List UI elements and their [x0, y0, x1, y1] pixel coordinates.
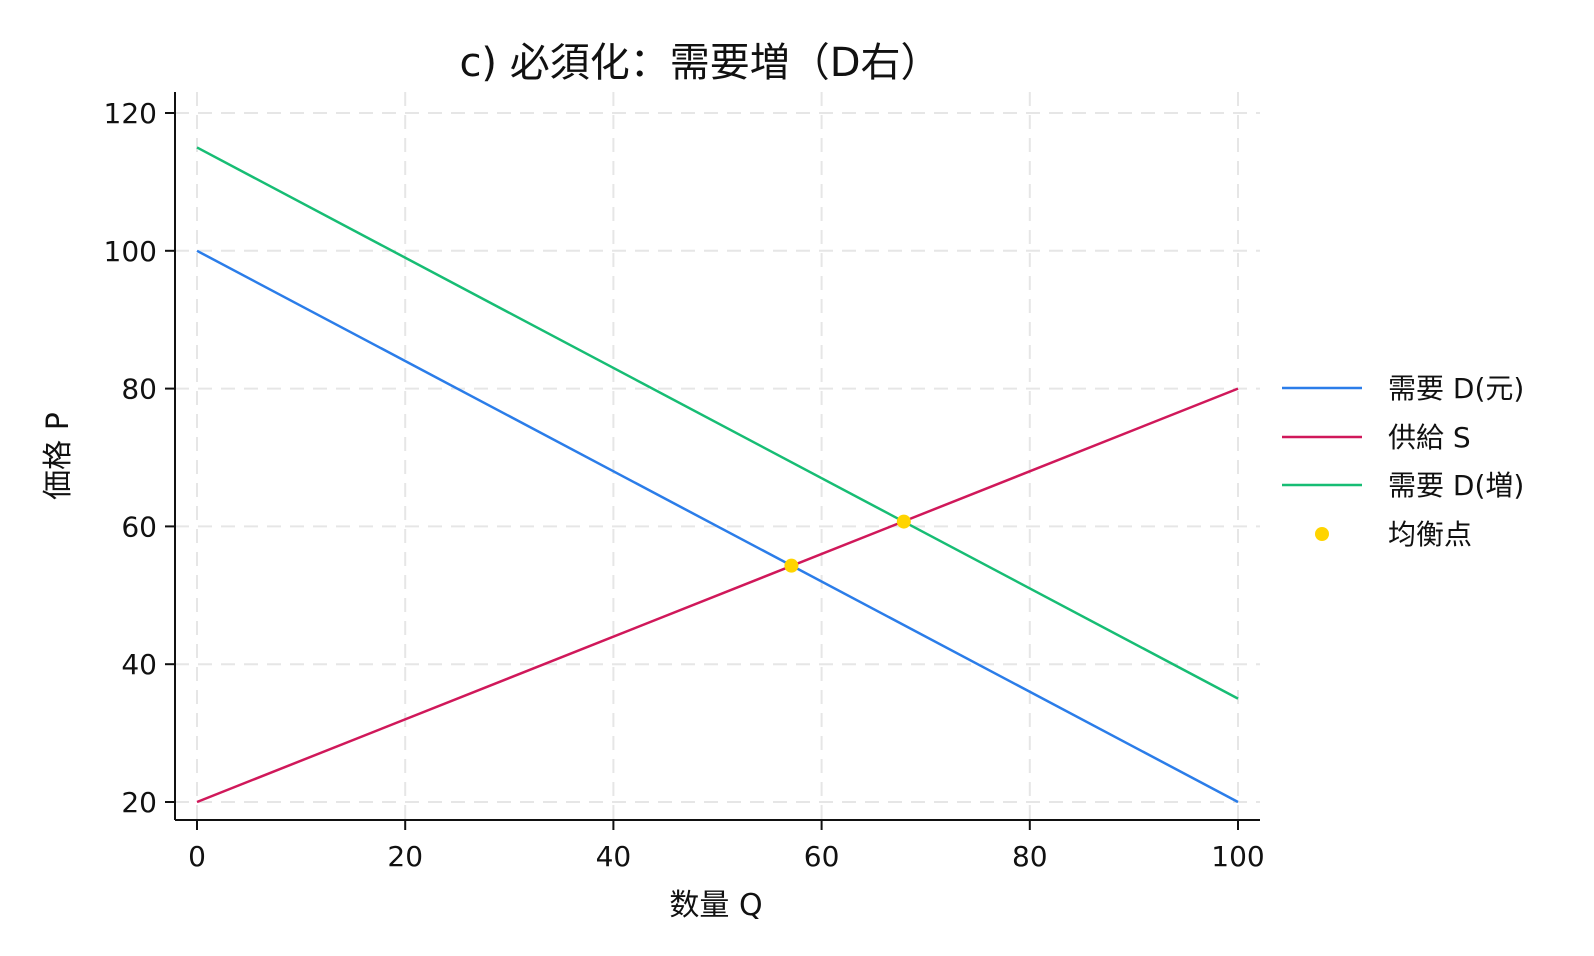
x-tick-label: 80: [1012, 840, 1048, 873]
legend-label: 供給 S: [1388, 421, 1471, 454]
legend-label: 均衡点: [1388, 518, 1472, 551]
equilibrium-point: [896, 514, 911, 529]
gridlines: [175, 92, 1260, 820]
x-axis-label: 数量 Q: [669, 888, 762, 923]
y-tick-label: 40: [121, 648, 157, 681]
x-tick-label: 60: [804, 840, 840, 873]
axes: [174, 92, 1260, 821]
legend-label: 需要 D(増): [1388, 469, 1524, 502]
y-axis-label: 価格 P: [41, 412, 76, 500]
legend: 需要 D(元) 供給 S 需要 D(増) 均衡点: [1282, 372, 1524, 551]
ticks: 0 20 40 60 80 100 20 40 60 80 100 120: [104, 97, 1265, 873]
legend-swatch: [1315, 527, 1329, 541]
y-tick-label: 20: [121, 786, 157, 819]
equilibrium-points: [784, 514, 911, 573]
x-tick-label: 0: [188, 840, 206, 873]
series-line: [196, 249, 1239, 804]
y-tick-label: 120: [104, 97, 157, 130]
y-tick-label: 100: [104, 235, 157, 268]
y-tick-label: 80: [121, 373, 157, 406]
y-tick-label: 60: [121, 510, 157, 543]
x-tick-label: 100: [1211, 840, 1264, 873]
series-line: [196, 146, 1239, 700]
chart-title: c) 必須化：需要増（D右）: [459, 40, 940, 86]
series: [196, 146, 1239, 804]
series-line: [196, 387, 1239, 804]
x-tick-label: 40: [596, 840, 632, 873]
equilibrium-point: [784, 558, 799, 573]
legend-label: 需要 D(元): [1388, 372, 1524, 405]
x-tick-label: 20: [387, 840, 423, 873]
